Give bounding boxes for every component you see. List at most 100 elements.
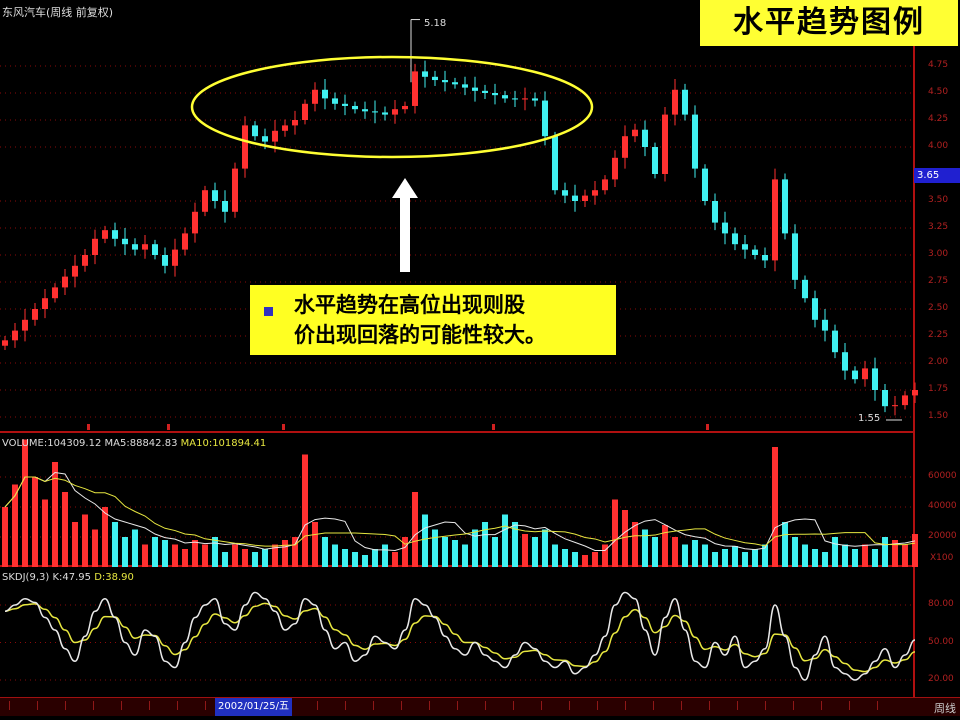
price-tick-label: 2.00 (928, 357, 949, 367)
candle-body (412, 71, 418, 106)
stock-title: 东风汽车(周线 前复权) (2, 6, 114, 19)
volume-ma10: MA10:101894.41 (180, 438, 267, 449)
candle-body (822, 319, 828, 331)
date-tick: | (36, 701, 40, 711)
period-button[interactable]: 周线 (934, 702, 956, 715)
candle-body (122, 238, 128, 245)
date-tick: | (428, 701, 432, 711)
current-price-tag: 3.65 (914, 168, 960, 183)
volume-bar (502, 514, 508, 567)
date-tick: | (344, 701, 348, 711)
date-tick: | (540, 701, 544, 711)
candle-body (362, 109, 368, 112)
event-marker (492, 424, 495, 430)
date-tick: | (484, 701, 488, 711)
candle-body (882, 390, 888, 407)
candle-body (562, 190, 568, 196)
price-tick-label: 4.50 (928, 87, 949, 97)
volume-bar (662, 525, 668, 567)
candle-body (542, 100, 548, 137)
candle-body (802, 279, 808, 299)
date-tick: | (316, 701, 320, 711)
date-tick: | (8, 701, 12, 711)
candle-body (82, 255, 88, 266)
date-axis[interactable]: 2002/01/25/五 周线 | | | | | | | | | | | | | | | | | | | | | | | |… (0, 697, 960, 716)
date-cursor: 2002/01/25/五 (215, 698, 293, 716)
volume-bar (182, 549, 188, 567)
volume-bar (202, 544, 208, 567)
candle-body (462, 84, 468, 88)
volume-bar (332, 544, 338, 567)
volume-bar (822, 552, 828, 567)
volume-bar (812, 549, 818, 567)
peak-price-label: 5.18 (424, 18, 447, 29)
date-tick: | (176, 701, 180, 711)
volume-bar (842, 544, 848, 567)
candle-body (292, 120, 298, 126)
volume-bar (102, 507, 108, 567)
candle-body (512, 98, 518, 100)
volume-bar (142, 544, 148, 567)
candle-body (2, 340, 8, 346)
candle-body (752, 249, 758, 255)
candle-body (782, 179, 788, 234)
candle-body (212, 190, 218, 201)
annotation-line-1: 水平趋势在高位出现则股 (294, 293, 525, 317)
event-marker (167, 424, 170, 430)
volume-bar (392, 552, 398, 567)
volume-bar (912, 534, 918, 567)
volume-bar (312, 522, 318, 567)
volume-bar (12, 484, 18, 567)
volume-tick-label: 60000 (928, 471, 957, 481)
volume-bar (622, 510, 628, 567)
volume-bar (442, 537, 448, 567)
annotation-line-2: 价出现回落的可能性较大。 (294, 323, 546, 347)
candle-body (762, 255, 768, 261)
volume-bar (742, 552, 748, 567)
volume-ma5: MA5:88842.83 (104, 438, 178, 449)
candle-body (582, 195, 588, 201)
volume-legend: VOLUME:104309.12 MA5:88842.83 MA10:10189… (2, 438, 266, 449)
candle-body (632, 129, 638, 137)
volume-bar (242, 549, 248, 567)
candle-body (322, 89, 328, 99)
volume-bar (212, 537, 218, 567)
volume-bar (282, 540, 288, 567)
candle-body (282, 125, 288, 131)
event-marker (87, 424, 90, 430)
candle-body (502, 95, 508, 99)
kdj-k: K:47.95 (52, 572, 92, 583)
volume-bar (32, 477, 38, 567)
volume-bar (192, 540, 198, 567)
volume-bar (252, 552, 258, 567)
candle-body (192, 211, 198, 234)
volume-bar (772, 447, 778, 567)
candle-body (772, 179, 778, 261)
volume-bar (382, 544, 388, 567)
date-tick: | (680, 701, 684, 711)
date-tick: | (120, 701, 124, 711)
volume-bar (452, 540, 458, 567)
volume-bar (402, 537, 408, 567)
candle-body (862, 368, 868, 380)
candle-body (162, 255, 168, 266)
volume-ma10-line (4, 476, 916, 547)
volume-bar (302, 454, 308, 567)
candle-body (662, 114, 668, 174)
date-tick: | (652, 701, 656, 711)
volume-tick-label: 40000 (928, 501, 957, 511)
date-tick: | (568, 701, 572, 711)
candle-body (92, 238, 98, 255)
date-tick: | (64, 701, 68, 711)
date-tick: | (708, 701, 712, 711)
price-tick-label: 1.75 (928, 384, 949, 394)
volume-bar (472, 529, 478, 567)
volume-bar (112, 522, 118, 567)
volume-bar (552, 544, 558, 567)
candle-body (332, 98, 338, 104)
volume-bar (752, 549, 758, 567)
volume-bar (462, 544, 468, 567)
candle-body (792, 233, 798, 280)
volume-bar (352, 552, 358, 567)
candle-body (72, 265, 78, 277)
